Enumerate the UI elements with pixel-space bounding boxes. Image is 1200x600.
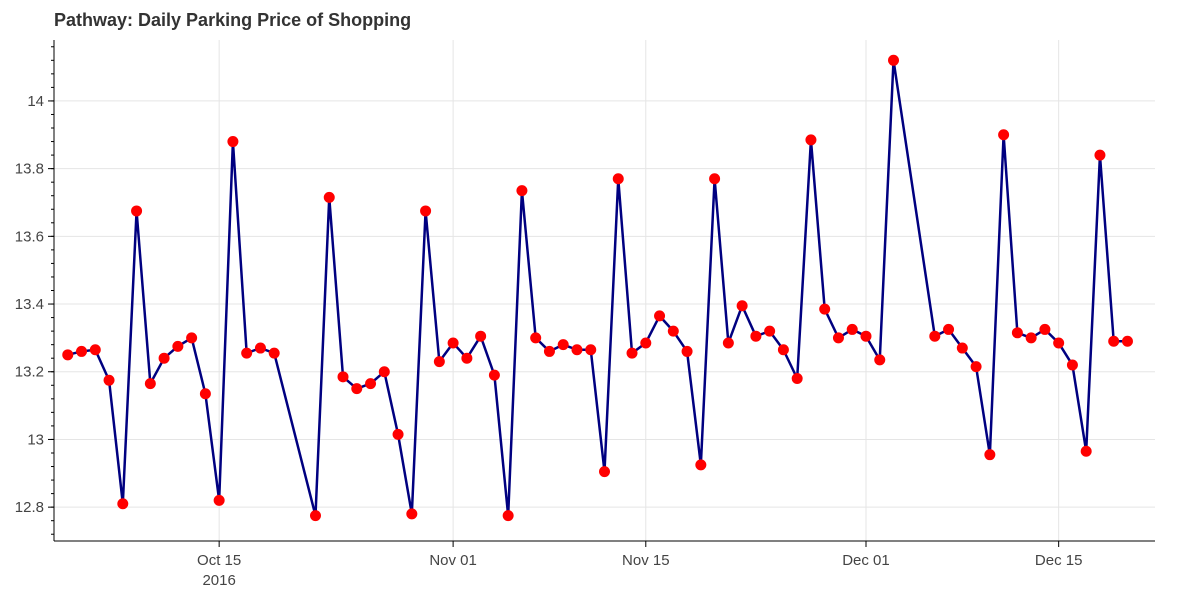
data-point (488, 369, 500, 381)
series-line-layer (67, 59, 1128, 517)
data-point (241, 347, 253, 359)
data-point (764, 325, 776, 337)
series-line (67, 59, 1128, 517)
data-point (309, 510, 321, 522)
data-point (516, 185, 528, 197)
data-point (186, 332, 198, 344)
data-point (640, 337, 652, 349)
data-points (62, 54, 1133, 522)
data-point (158, 352, 170, 364)
data-point (819, 303, 831, 315)
data-point (199, 388, 211, 400)
data-point (571, 344, 583, 356)
data-point (970, 361, 982, 373)
data-point (213, 494, 225, 506)
data-point (530, 332, 542, 344)
data-point (365, 378, 377, 390)
data-point (626, 347, 638, 359)
data-point (117, 498, 129, 510)
data-point (1108, 335, 1120, 347)
data-point (791, 373, 803, 385)
y-tick-label: 13.8 (15, 161, 44, 178)
data-point (543, 345, 555, 357)
data-point (420, 205, 432, 217)
data-point (736, 300, 748, 312)
data-point (447, 337, 459, 349)
data-point (323, 191, 335, 203)
data-point (667, 325, 679, 337)
data-point (695, 459, 707, 471)
data-point (406, 508, 418, 520)
y-tick-label: 13.6 (15, 228, 44, 245)
x-tick-label: Nov 15 (622, 552, 670, 569)
data-point (103, 374, 115, 386)
data-point (76, 345, 88, 357)
data-point (612, 173, 624, 185)
y-tick-label: 12.8 (15, 499, 44, 516)
data-point (254, 342, 266, 354)
data-point (984, 449, 996, 461)
data-point (860, 330, 872, 342)
x-tick-sublabel: 2016 (202, 572, 235, 589)
data-point (1080, 445, 1092, 457)
data-point (1066, 359, 1078, 371)
data-point (131, 205, 143, 217)
data-point (874, 354, 886, 366)
data-point (681, 345, 693, 357)
data-point (777, 344, 789, 356)
data-point (929, 330, 941, 342)
data-point (956, 342, 968, 354)
data-point (1025, 332, 1037, 344)
data-point (805, 134, 817, 146)
data-point (89, 344, 101, 356)
y-tick-label: 13.4 (15, 296, 44, 313)
data-point (227, 136, 239, 148)
data-point (943, 323, 955, 335)
x-tick-label: Nov 01 (429, 552, 477, 569)
data-point (461, 352, 473, 364)
data-point (475, 330, 487, 342)
chart-title: Pathway: Daily Parking Price of Shopping (54, 10, 412, 30)
data-point (1121, 335, 1133, 347)
y-tick-label: 14 (27, 93, 44, 110)
data-point (268, 347, 280, 359)
axes: 12.8 13 13.2 13.4 13.6 13.8 14 Oct 15 2016 Nov 01… (15, 40, 1155, 589)
y-tick-label: 13.2 (15, 364, 44, 381)
data-point (62, 349, 74, 361)
grid (54, 40, 1155, 541)
data-point (654, 310, 666, 322)
data-point (337, 371, 349, 383)
data-point (1094, 149, 1106, 161)
data-point (846, 323, 858, 335)
data-point (433, 356, 445, 368)
data-point (832, 332, 844, 344)
data-point (750, 330, 762, 342)
data-point (172, 340, 184, 352)
x-tick-label: Dec 15 (1035, 552, 1083, 569)
data-point (599, 466, 610, 478)
x-tick-label: Dec 01 (842, 552, 890, 569)
data-point (502, 510, 514, 522)
data-point (1039, 323, 1051, 335)
data-point (888, 54, 900, 66)
data-point (378, 366, 390, 378)
y-tick-label: 13 (27, 431, 44, 448)
data-point (709, 173, 721, 185)
data-point (351, 383, 363, 395)
data-point (1053, 337, 1065, 349)
data-point (722, 337, 734, 349)
data-point (392, 428, 404, 440)
data-point (585, 344, 597, 356)
data-point (144, 378, 156, 390)
data-point (1011, 327, 1023, 339)
data-point (998, 129, 1010, 141)
x-tick-label: Oct 15 (197, 552, 241, 569)
data-point (557, 339, 569, 351)
